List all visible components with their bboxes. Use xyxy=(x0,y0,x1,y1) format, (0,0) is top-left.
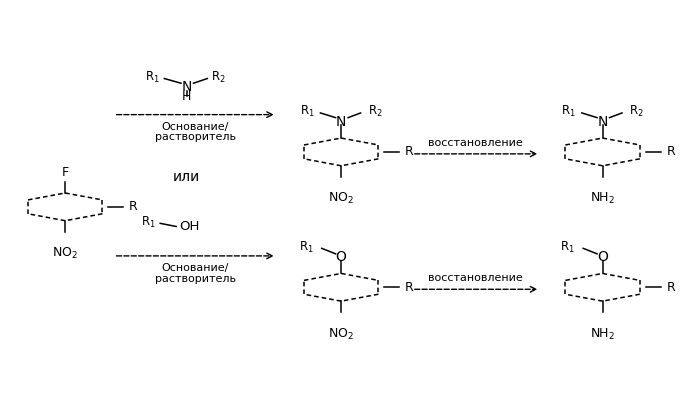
Text: R$_2$: R$_2$ xyxy=(629,104,644,119)
Text: R$_1$: R$_1$ xyxy=(560,240,575,255)
Text: R$_1$: R$_1$ xyxy=(300,104,315,119)
Text: NO$_2$: NO$_2$ xyxy=(329,191,354,207)
Text: R: R xyxy=(666,145,675,158)
Text: R$_1$: R$_1$ xyxy=(140,215,155,230)
Text: R: R xyxy=(129,200,138,213)
Text: R: R xyxy=(405,145,414,158)
Text: R: R xyxy=(405,281,414,294)
Text: или: или xyxy=(173,170,200,184)
Text: R$_2$: R$_2$ xyxy=(368,104,382,119)
Text: NH$_2$: NH$_2$ xyxy=(590,327,615,342)
Text: F: F xyxy=(62,166,69,179)
Text: OH: OH xyxy=(180,220,200,233)
Text: N: N xyxy=(336,115,347,129)
Text: Основание/: Основание/ xyxy=(162,263,229,273)
Text: растворитель: растворитель xyxy=(155,273,236,283)
Text: O: O xyxy=(336,250,347,264)
Text: растворитель: растворитель xyxy=(155,132,236,142)
Text: N: N xyxy=(181,80,192,94)
Text: R: R xyxy=(666,281,675,294)
Text: O: O xyxy=(597,250,608,264)
Text: R$_1$: R$_1$ xyxy=(561,104,576,119)
Text: Основание/: Основание/ xyxy=(162,122,229,132)
Text: NH$_2$: NH$_2$ xyxy=(590,191,615,207)
Text: восстановление: восстановление xyxy=(428,273,523,283)
Text: R$_2$: R$_2$ xyxy=(211,70,226,85)
Text: NO$_2$: NO$_2$ xyxy=(52,246,78,261)
Text: R$_1$: R$_1$ xyxy=(298,240,313,255)
Text: H: H xyxy=(182,90,192,103)
Text: NO$_2$: NO$_2$ xyxy=(329,327,354,342)
Text: R$_1$: R$_1$ xyxy=(145,70,160,85)
Text: N: N xyxy=(598,115,608,129)
Text: восстановление: восстановление xyxy=(428,138,523,148)
